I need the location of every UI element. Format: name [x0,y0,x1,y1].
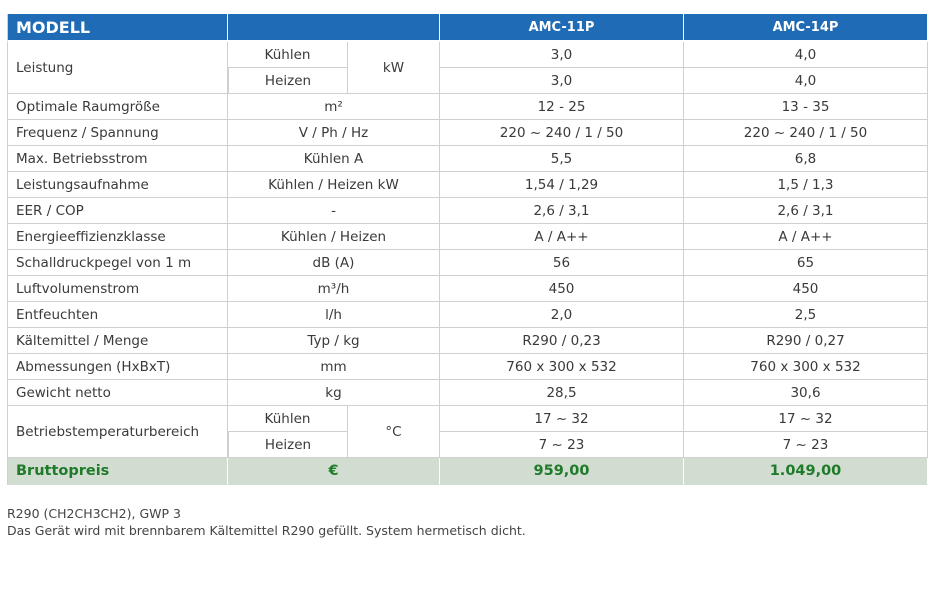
value-cell: 7 ~ 23 [684,432,928,458]
unit-cell: Kühlen / Heizen [228,224,440,250]
unit-cell: l/h [228,302,440,328]
footnote-refrigerant: R290 (CH2CH3CH2), GWP 3 [7,506,181,521]
table-row: Leistungsaufnahme Kühlen / Heizen kW 1,54 … [7,172,928,198]
value-cell: 56 [440,250,684,276]
table-row: EER / COP -2,6 / 3,1 2,6 / 3,1 [7,198,928,224]
sub-label-heizen: Heizen [228,432,348,458]
footnote-safety: Das Gerät wird mit brennbarem Kältemitte… [7,523,526,538]
row-label: Schalldruckpegel von 1 m [7,250,228,276]
table-row-leistung-kuehlen: Leistung Kühlen kW 3,0 4,0 [7,42,928,94]
row-label-leistung: Leistung [7,42,228,94]
model-name-amc-11p: AMC-11P [440,14,684,42]
unit-cell: mm [228,354,440,380]
price-value: 1.049,00 [684,458,928,485]
row-label: Max. Betriebsstrom [7,146,228,172]
value-cell: 450 [684,276,928,302]
header-row: MODELL AMC-11P AMC-14P [7,14,928,42]
value-cell: 13 - 35 [684,94,928,120]
model-header: MODELL [7,14,228,42]
value-cell: 7 ~ 23 [440,432,684,458]
value-cell: 65 [684,250,928,276]
value-cell: 1,54 / 1,29 [440,172,684,198]
spec-table: MODELL AMC-11P AMC-14P Leistung Kühlen k… [7,14,928,485]
table-row: Entfeuchten l/h 2,0 2,5 [7,302,928,328]
table-row: Abmessungen (HxBxT) mm 760 x 300 x 532 760 … [7,354,928,380]
currency-cell: € [228,458,440,485]
table-row: Gewicht netto kg 28,5 30,6 [7,380,928,406]
value-cell: 220 ~ 240 / 1 / 50 [684,120,928,146]
sub-label-heizen: Heizen [228,68,348,94]
unit-header [228,14,440,42]
row-label: Luftvolumenstrom [7,276,228,302]
table-row: Frequenz / Spannung V / Ph / Hz 220 ~ 240 … [7,120,928,146]
value-cell: 30,6 [684,380,928,406]
value-cell: 6,8 [684,146,928,172]
unit-cell: dB (A) [228,250,440,276]
unit-cell: V / Ph / Hz [228,120,440,146]
table-row-betriebstemp-kuehlen: Betriebstemperaturbereich Kühlen °C 17 ~… [7,406,928,458]
unit-cell: - [228,198,440,224]
value-cell: 4,0 [684,42,928,68]
value-cell: R290 / 0,23 [440,328,684,354]
table-row-betriebstemp-heizen: Heizen 7 ~ 23 7 ~ 23 [7,432,928,458]
value-cell: 2,0 [440,302,684,328]
unit-cell: Typ / kg [228,328,440,354]
unit-cell: °C [348,406,440,458]
row-label: Abmessungen (HxBxT) [7,354,228,380]
unit-cell: m² [228,94,440,120]
unit-cell: kW [348,42,440,94]
table-row: Kältemittel / Menge Typ / kg R290 / 0,23 R2… [7,328,928,354]
price-label: Bruttopreis [7,458,228,485]
value-cell: A / A++ [440,224,684,250]
value-cell: 760 x 300 x 532 [684,354,928,380]
row-label: Kältemittel / Menge [7,328,228,354]
model-name-amc-14p: AMC-14P [684,14,928,42]
table-row: Schalldruckpegel von 1 m dB (A) 56 65 [7,250,928,276]
table-row: Optimale Raumgröße m² 12 - 25 13 - 35 [7,94,928,120]
row-label: Optimale Raumgröße [7,94,228,120]
row-label: EER / COP [7,198,228,224]
unit-cell: Kühlen / Heizen kW [228,172,440,198]
row-label: Entfeuchten [7,302,228,328]
price-row: Bruttopreis € 959,00 1.049,00 [7,458,928,485]
row-label: Frequenz / Spannung [7,120,228,146]
unit-cell: Kühlen A [228,146,440,172]
value-cell: 17 ~ 32 [440,406,684,432]
unit-cell: m³/h [228,276,440,302]
price-value: 959,00 [440,458,684,485]
value-cell: 5,5 [440,146,684,172]
row-label: Gewicht netto [7,380,228,406]
value-cell: 3,0 [440,68,684,94]
table-row: Max. Betriebsstrom Kühlen A 5,5 6,8 [7,146,928,172]
row-label: Energieeffizienzklasse [7,224,228,250]
value-cell: R290 / 0,27 [684,328,928,354]
table-row: Energieeffizienzklasse Kühlen / Heizen A /… [7,224,928,250]
sub-label-kuehlen: Kühlen [228,406,348,432]
value-cell: 450 [440,276,684,302]
value-cell: 12 - 25 [440,94,684,120]
table-row: Luftvolumenstrom m³/h 450 450 [7,276,928,302]
footnotes: R290 (CH2CH3CH2), GWP 3 Das Gerät wird m… [7,505,526,539]
value-cell: 1,5 / 1,3 [684,172,928,198]
value-cell: 220 ~ 240 / 1 / 50 [440,120,684,146]
value-cell: 28,5 [440,380,684,406]
row-label-betriebstemp: Betriebstemperaturbereich [7,406,228,458]
value-cell: 2,6 / 3,1 [440,198,684,224]
unit-cell: kg [228,380,440,406]
value-cell: 4,0 [684,68,928,94]
row-label: Leistungsaufnahme [7,172,228,198]
table-row-leistung-heizen: Heizen 3,0 4,0 [7,68,928,94]
value-cell: 2,6 / 3,1 [684,198,928,224]
value-cell: 760 x 300 x 532 [440,354,684,380]
value-cell: 17 ~ 32 [684,406,928,432]
value-cell: 2,5 [684,302,928,328]
value-cell: A / A++ [684,224,928,250]
value-cell: 3,0 [440,42,684,68]
sub-label-kuehlen: Kühlen [228,42,348,68]
